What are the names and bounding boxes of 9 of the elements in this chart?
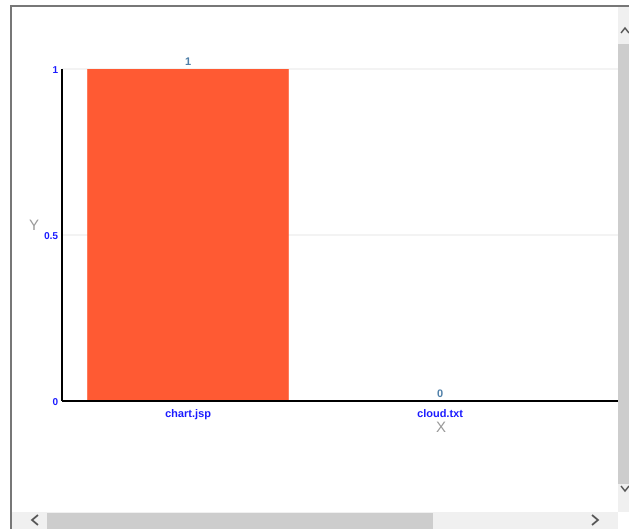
y-axis-title: Y bbox=[28, 217, 40, 234]
data-label: 0 bbox=[436, 388, 444, 400]
data-label: 1 bbox=[184, 56, 192, 68]
y-tick-label: 0.5 bbox=[44, 231, 58, 242]
x-tick-label: chart.jsp bbox=[165, 408, 212, 420]
y-tick-label: 0 bbox=[52, 397, 58, 408]
x-tick-label: cloud.txt bbox=[417, 408, 464, 420]
y-tick-label: 1 bbox=[52, 65, 58, 76]
x-axis-title: X bbox=[436, 419, 446, 436]
